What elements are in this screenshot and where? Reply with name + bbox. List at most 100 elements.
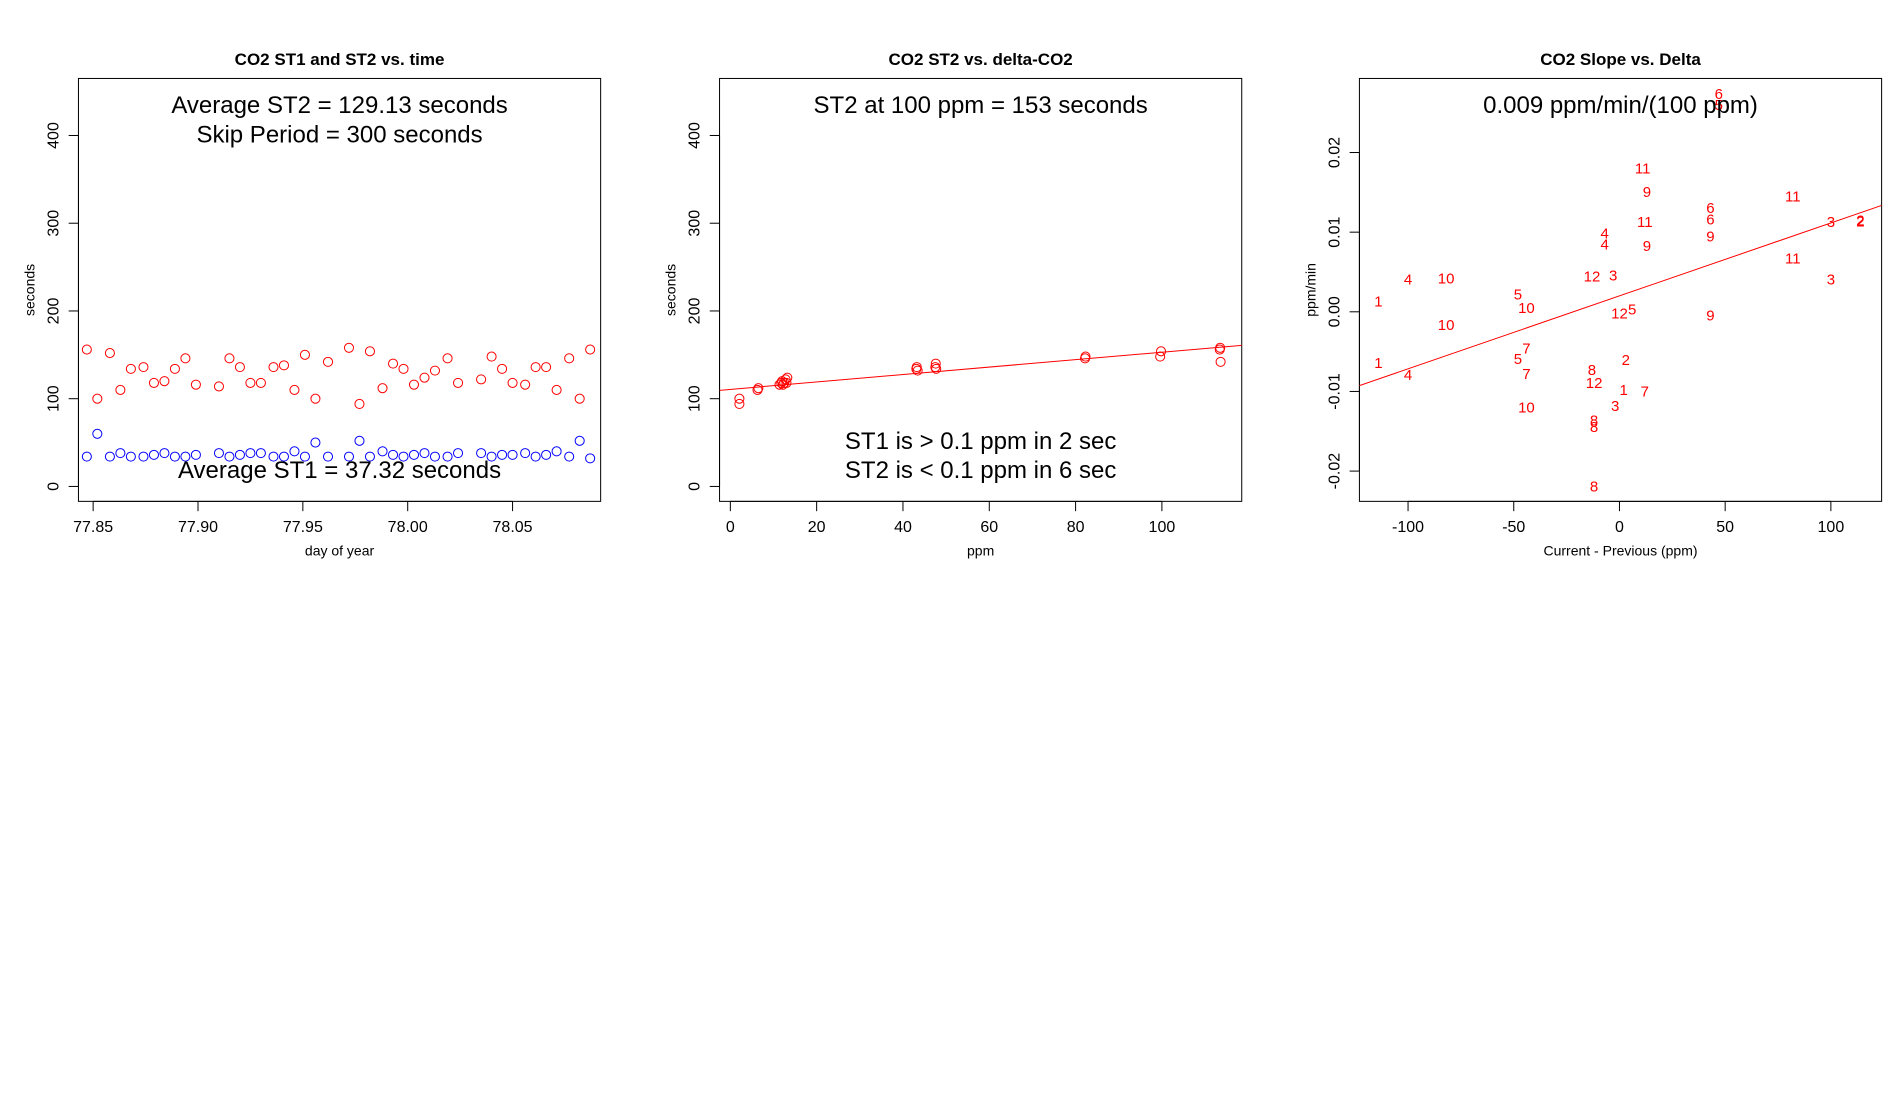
data-point-st2 <box>419 372 430 383</box>
data-point-st2 <box>1156 346 1167 357</box>
data-point-st1 <box>497 449 508 460</box>
data-point-st2 <box>429 365 441 376</box>
data-point-st2 <box>930 358 941 369</box>
data-point-st2 <box>1155 351 1166 362</box>
data-point-st2 <box>1215 356 1226 367</box>
annotation-st1-threshold: ST1 is > 0.1 ppm in 2 sec <box>845 428 1116 455</box>
data-point-st1 <box>486 451 497 462</box>
y-tick-label: 300 <box>45 210 62 237</box>
data-point-label: 8 <box>1590 479 1598 496</box>
data-point-st2 <box>343 342 355 353</box>
x-axis-label: day of year <box>305 542 375 558</box>
data-point-st2 <box>92 393 103 404</box>
x-axis-label: ppm <box>967 542 994 558</box>
data-point-st1 <box>104 451 115 462</box>
chart-title: CO2 ST2 vs. delta-CO2 <box>889 50 1073 69</box>
data-point-label: 11 <box>1785 251 1801 268</box>
y-tick-label: 0 <box>45 482 62 491</box>
data-point-label: 5 <box>1715 97 1723 114</box>
x-tick-label: 40 <box>894 519 912 536</box>
y-tick-label: 300 <box>687 210 704 237</box>
data-point-st1 <box>169 451 180 462</box>
data-point-label: 2 <box>1856 213 1864 230</box>
data-point-label: 2 <box>1622 352 1630 369</box>
data-point-st2 <box>912 365 923 376</box>
data-point-st2 <box>753 383 764 394</box>
data-point-st1 <box>125 451 136 462</box>
data-point-st2 <box>520 379 531 390</box>
x-tick-label: 100 <box>1149 519 1176 536</box>
data-point-st1 <box>429 451 441 462</box>
y-axis: 0 100 200 300 400 <box>687 122 721 491</box>
data-point-st1 <box>453 448 464 459</box>
data-points <box>81 342 596 464</box>
x-tick-label: 78.05 <box>493 519 533 536</box>
x-tick-label: 77.95 <box>283 519 323 536</box>
regression-line <box>1359 204 1882 387</box>
data-point-st1 <box>551 446 562 457</box>
x-tick-label: 60 <box>980 519 998 536</box>
panel-st2-vs-delta-co2: CO2 ST2 vs. delta-CO2 0 20 40 60 80 100 0 100 2… <box>662 50 1243 558</box>
data-point-st1 <box>190 449 201 460</box>
data-point-st2 <box>159 376 170 387</box>
data-point-label: 8 <box>1588 362 1596 379</box>
data-point-st2 <box>1080 351 1091 362</box>
data-point-st1 <box>520 448 531 459</box>
data-point-st2 <box>734 393 745 404</box>
data-point-st2 <box>780 374 791 385</box>
data-point-label: 7 <box>1522 341 1530 358</box>
y-axis: -0.02 -0.01 0.00 0.01 0.02 <box>1326 137 1360 490</box>
data-point-st2 <box>104 348 115 359</box>
y-tick-label: -0.01 <box>1326 373 1343 410</box>
data-point-label: 10 <box>1518 300 1535 317</box>
data-point-st2 <box>497 363 508 374</box>
data-point-st2 <box>931 363 942 374</box>
data-point-st1 <box>278 451 290 462</box>
data-point-label: 12 <box>1584 268 1601 285</box>
y-tick-label: 100 <box>45 385 62 412</box>
data-point-st2 <box>180 353 191 364</box>
data-point-label: 11 <box>1635 161 1651 178</box>
data-point-st2 <box>125 363 136 374</box>
data-point-st2 <box>322 356 334 367</box>
annotation-average-st1: Average ST1 = 37.32 seconds <box>178 457 501 484</box>
data-point-st2 <box>585 344 596 355</box>
data-point-st1 <box>408 449 420 460</box>
data-point-label: 11 <box>1637 214 1653 231</box>
data-point-st2 <box>387 358 399 369</box>
data-point-label: 11 <box>1785 189 1801 206</box>
data-point-st1 <box>343 451 355 462</box>
y-tick-label: 0.02 <box>1326 137 1343 168</box>
data-point-st2 <box>268 362 279 373</box>
y-tick-label: -0.02 <box>1326 453 1343 490</box>
x-tick-label: 78.00 <box>388 519 428 536</box>
data-point-st2 <box>213 381 224 392</box>
x-tick-label: 77.90 <box>178 519 218 536</box>
panel-slope-vs-delta: CO2 Slope vs. Delta -100 -50 0 50 100 -0.02-… <box>1302 50 1883 558</box>
data-point-label: 5 <box>1514 351 1522 368</box>
data-point-label: 4 <box>1600 225 1608 242</box>
data-point-st1 <box>507 449 518 460</box>
x-tick-label: -50 <box>1502 519 1525 536</box>
data-point-st2 <box>398 363 409 374</box>
data-point-label: 8 <box>1590 412 1598 429</box>
data-point-st1 <box>541 449 552 460</box>
data-point-st1 <box>289 446 300 457</box>
data-point-label: 10 <box>1438 271 1455 288</box>
x-tick-label: 0 <box>726 519 735 536</box>
data-point-st2 <box>81 344 92 355</box>
y-tick-label: 0 <box>687 482 704 491</box>
x-tick-label: 100 <box>1818 519 1845 536</box>
data-point-st2 <box>911 362 922 373</box>
data-point-st2 <box>476 374 487 385</box>
data-point-st2 <box>734 398 745 409</box>
data-point-st1 <box>81 451 92 462</box>
data-point-st2 <box>781 377 792 388</box>
data-point-st1 <box>322 451 334 462</box>
x-axis: 0 20 40 60 80 100 <box>726 500 1176 536</box>
data-point-label: 4 <box>1404 367 1412 384</box>
data-point-label: 8 <box>1590 419 1598 436</box>
data-point-label: 3 <box>1609 267 1617 284</box>
data-point-label: 3 <box>1611 398 1619 415</box>
